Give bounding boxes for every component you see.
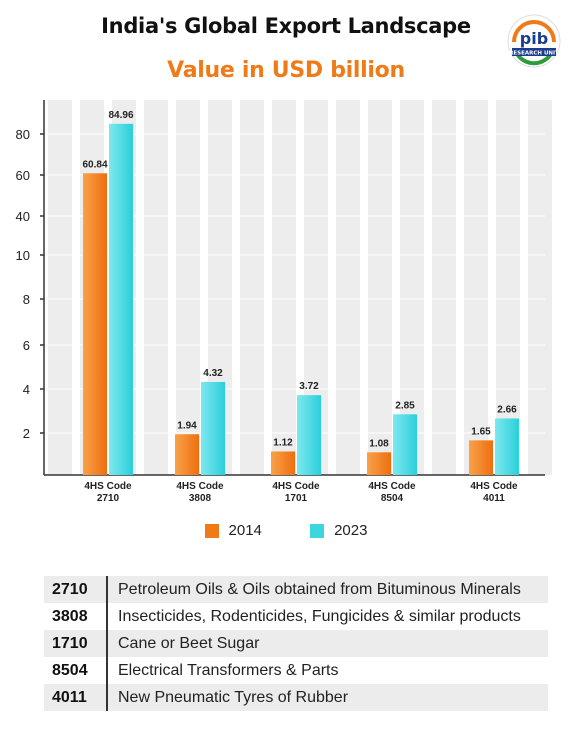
data-label: 60.84 bbox=[82, 159, 107, 170]
bar-2014-0 bbox=[83, 173, 107, 475]
grid-stripe bbox=[144, 100, 168, 475]
hs-description: Electrical Transformers & Parts bbox=[118, 661, 339, 679]
divider bbox=[106, 684, 108, 711]
bar-2014-1 bbox=[175, 434, 199, 475]
divider bbox=[106, 630, 108, 657]
y-tick-label: 60 bbox=[16, 168, 30, 183]
data-label: 3.72 bbox=[299, 381, 319, 392]
bar-2014-3 bbox=[367, 452, 391, 475]
hs-code: 2710 bbox=[52, 580, 88, 598]
grid-stripe bbox=[240, 100, 264, 475]
data-label: 1.12 bbox=[273, 437, 293, 448]
pib-logo: pib RESEARCH UNIT bbox=[507, 14, 561, 68]
x-tick-label: 4HS Code bbox=[368, 481, 416, 492]
bar-2023-3 bbox=[393, 414, 417, 475]
data-label: 1.94 bbox=[177, 420, 197, 431]
hs-description: Insecticides, Rodenticides, Fungicides &… bbox=[118, 607, 521, 625]
grid-stripe bbox=[48, 100, 72, 475]
grid-stripe bbox=[272, 100, 296, 475]
x-tick-label: 1701 bbox=[285, 493, 308, 504]
data-label: 4.32 bbox=[203, 368, 223, 379]
y-tick-label: 6 bbox=[23, 338, 30, 353]
hs-description: Petroleum Oils & Oils obtained from Bitu… bbox=[118, 580, 521, 598]
x-tick-label: 2710 bbox=[97, 493, 120, 504]
y-tick-label: 2 bbox=[23, 426, 30, 441]
grid-stripe bbox=[176, 100, 200, 475]
hs-code-table: 2710 Petroleum Oils & Oils obtained from… bbox=[44, 576, 548, 711]
legend-swatch-2023 bbox=[310, 523, 325, 538]
svg-text:RESEARCH UNIT: RESEARCH UNIT bbox=[509, 51, 559, 57]
hs-code: 4011 bbox=[52, 688, 87, 706]
hs-code: 3808 bbox=[52, 607, 88, 625]
y-tick-label: 8 bbox=[23, 292, 30, 307]
data-label: 84.96 bbox=[108, 110, 133, 121]
bar-2023-1 bbox=[201, 381, 225, 475]
legend-label-2014: 2014 bbox=[228, 522, 262, 539]
data-label: 2.85 bbox=[395, 400, 415, 411]
bar-2014-2 bbox=[271, 451, 295, 475]
x-tick-label: 4011 bbox=[483, 493, 505, 504]
data-label: 1.65 bbox=[471, 426, 491, 437]
hs-description: Cane or Beet Sugar bbox=[118, 634, 260, 652]
divider bbox=[106, 576, 108, 603]
grid-stripe bbox=[336, 100, 360, 475]
bar-2014-4 bbox=[469, 440, 493, 475]
y-tick-label: 4 bbox=[23, 382, 30, 397]
table-row: 3808 Insecticides, Rodenticides, Fungici… bbox=[44, 603, 548, 630]
y-tick-label: 10 bbox=[16, 248, 30, 263]
data-label: 2.66 bbox=[497, 404, 517, 415]
table-row: 8504 Electrical Transformers & Parts bbox=[44, 657, 548, 684]
divider bbox=[106, 657, 108, 684]
x-tick-label: 8504 bbox=[381, 493, 404, 504]
table-row: 1710 Cane or Beet Sugar bbox=[44, 630, 548, 657]
chart-title: India's Global Export Landscape bbox=[101, 14, 471, 38]
x-tick-label: 4HS Code bbox=[272, 481, 320, 492]
legend-item-2014: 2014 bbox=[204, 522, 262, 539]
legend-item-2023: 2023 bbox=[310, 522, 367, 539]
grid-stripe bbox=[496, 100, 520, 475]
grid-stripe bbox=[432, 100, 456, 475]
y-tick-label: 40 bbox=[16, 209, 30, 224]
grid-stripe bbox=[368, 100, 392, 475]
legend-label-2023: 2023 bbox=[334, 522, 368, 539]
x-tick-label: 3808 bbox=[189, 493, 212, 504]
data-label: 1.08 bbox=[369, 438, 389, 449]
table-row: 2710 Petroleum Oils & Oils obtained from… bbox=[44, 576, 548, 603]
hs-code: 1710 bbox=[52, 634, 88, 652]
bar-2023-4 bbox=[495, 418, 519, 475]
hs-code: 8504 bbox=[52, 661, 88, 679]
grid-stripe bbox=[464, 100, 488, 475]
bar-2023-0 bbox=[109, 123, 133, 475]
x-tick-label: 4HS Code bbox=[176, 481, 224, 492]
grid-stripe bbox=[400, 100, 424, 475]
y-tick-label: 80 bbox=[16, 127, 30, 142]
bar-2023-2 bbox=[297, 395, 321, 475]
hs-description: New Pneumatic Tyres of Rubber bbox=[118, 688, 349, 706]
table-row: 4011 New Pneumatic Tyres of Rubber bbox=[44, 684, 548, 711]
legend-swatch-2014 bbox=[204, 523, 219, 538]
chart-subtitle: Value in USD billion bbox=[167, 58, 405, 83]
svg-text:pib: pib bbox=[520, 29, 548, 48]
legend: 2014 2023 bbox=[0, 522, 572, 542]
x-tick-label: 4HS Code bbox=[84, 481, 132, 492]
divider bbox=[106, 603, 108, 630]
grid-stripe bbox=[528, 100, 552, 475]
x-tick-label: 4HS Code bbox=[470, 481, 518, 492]
